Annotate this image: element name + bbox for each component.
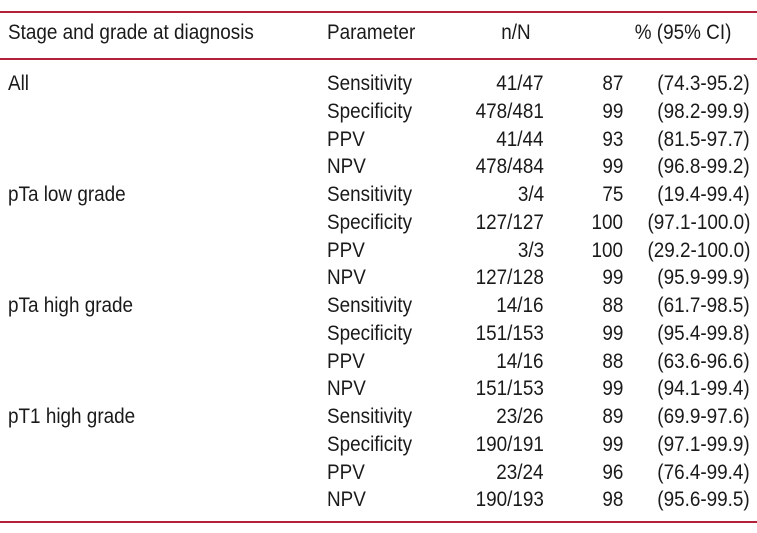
percent-cell: 99 (601, 377, 623, 401)
percent-cell: 100 (591, 210, 623, 234)
stage-label: pTa low grade (8, 183, 126, 206)
parameter-cell: Sensitivity (327, 183, 413, 206)
ci-cell: (95.4-99.8) (657, 321, 750, 345)
n-over-n-cell: 3/4 (517, 183, 544, 206)
percent-cell: 96 (601, 460, 623, 484)
parameter-cell: Specificity (327, 99, 413, 123)
parameter-cell: NPV (327, 377, 366, 401)
header-parameter: Parameter (327, 21, 416, 44)
ci-cell: (76.4-99.4) (657, 460, 750, 484)
parameter-cell: PPV (327, 460, 365, 484)
parameter-cell: Sensitivity (327, 405, 413, 428)
percent-cell: 98 (601, 488, 623, 512)
stage-label: pT1 high grade (8, 405, 136, 428)
n-over-n-cell: 127/127 (475, 210, 544, 234)
percent-cell: 99 (601, 321, 623, 345)
percent-cell: 89 (601, 405, 623, 428)
stage-label: pTa high grade (8, 294, 134, 317)
header-n-over-n: n/N (501, 21, 531, 44)
ci-cell: (96.8-99.2) (657, 155, 750, 179)
ci-cell: (95.9-99.9) (657, 266, 750, 290)
n-over-n-cell: 127/128 (475, 266, 544, 290)
percent-cell: 100 (591, 238, 623, 262)
n-over-n-cell: 23/24 (496, 460, 544, 484)
n-over-n-cell: 14/16 (496, 294, 544, 317)
n-over-n-cell: 190/193 (475, 488, 544, 512)
ci-cell: (61.7-98.5) (657, 294, 750, 317)
n-over-n-cell: 478/484 (475, 155, 544, 179)
parameter-cell: PPV (327, 349, 365, 373)
ci-cell: (74.3-95.2) (657, 72, 750, 95)
ci-cell: (69.9-97.6) (657, 405, 750, 428)
parameter-cell: NPV (327, 488, 366, 512)
parameter-cell: Specificity (327, 321, 413, 345)
ci-cell: (97.1-99.9) (657, 432, 750, 456)
n-over-n-cell: 478/481 (475, 99, 544, 123)
percent-cell: 99 (601, 99, 623, 123)
n-over-n-cell: 41/44 (496, 127, 544, 151)
percent-cell: 88 (601, 294, 623, 317)
n-over-n-cell: 151/153 (475, 321, 544, 345)
n-over-n-cell: 41/47 (496, 72, 544, 95)
n-over-n-cell: 14/16 (496, 349, 544, 373)
ci-cell: (63.6-96.6) (657, 349, 750, 373)
percent-cell: 88 (601, 349, 623, 373)
ci-cell: (97.1-100.0) (647, 210, 750, 234)
n-over-n-cell: 190/191 (475, 432, 544, 456)
percent-cell: 93 (601, 127, 623, 151)
header-stage: Stage and grade at diagnosis (8, 21, 254, 44)
ci-cell: (95.6-99.5) (657, 488, 750, 512)
header-rule (0, 58, 757, 60)
bottom-rule (0, 521, 757, 523)
n-over-n-cell: 151/153 (475, 377, 544, 401)
parameter-cell: PPV (327, 127, 365, 151)
ci-cell: (94.1-99.4) (657, 377, 750, 401)
percent-cell: 75 (601, 183, 623, 206)
percent-cell: 99 (601, 266, 623, 290)
stage-label: All (8, 72, 30, 95)
ci-cell: (81.5-97.7) (657, 127, 750, 151)
parameter-cell: NPV (327, 266, 366, 290)
header-percent-ci: % (95% CI) (634, 21, 731, 44)
n-over-n-cell: 23/26 (496, 405, 544, 428)
n-over-n-cell: 3/3 (517, 238, 544, 262)
parameter-cell: PPV (327, 238, 365, 262)
parameter-cell: Specificity (327, 210, 413, 234)
top-rule (0, 11, 757, 13)
ci-cell: (19.4-99.4) (657, 183, 750, 206)
parameter-cell: Specificity (327, 432, 413, 456)
percent-cell: 99 (601, 155, 623, 179)
parameter-cell: Sensitivity (327, 72, 413, 95)
parameter-cell: Sensitivity (327, 294, 413, 317)
parameter-cell: NPV (327, 155, 366, 179)
percent-cell: 99 (601, 432, 623, 456)
ci-cell: (29.2-100.0) (647, 238, 750, 262)
percent-cell: 87 (601, 72, 623, 95)
ci-cell: (98.2-99.9) (657, 99, 750, 123)
